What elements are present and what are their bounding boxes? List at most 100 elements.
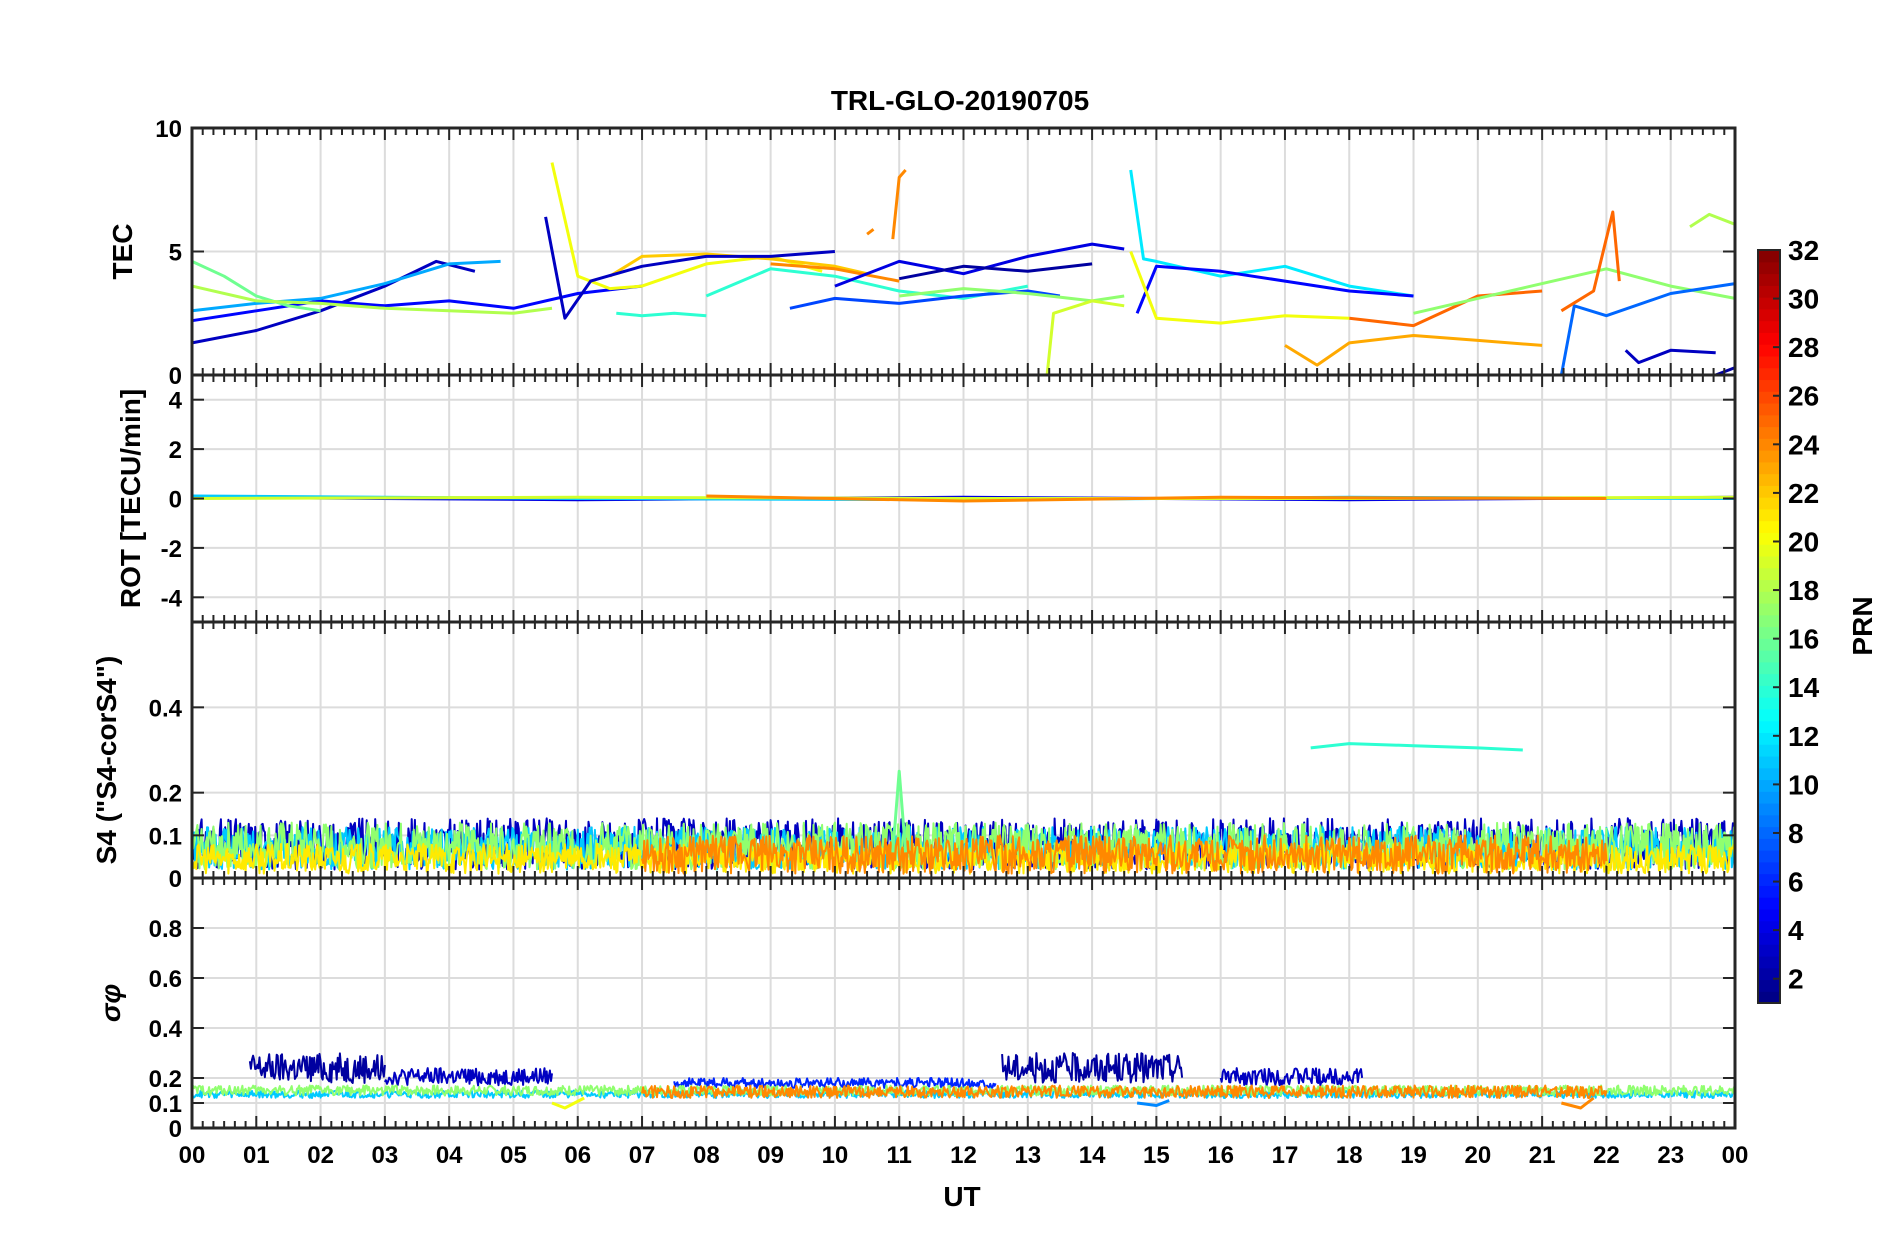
series-prn-2 [1001, 1052, 1184, 1084]
x-tick-label: 12 [950, 1142, 977, 1169]
colorbar-swatch [1758, 732, 1780, 745]
x-tick-label: 07 [629, 1142, 656, 1169]
y-tick-label: 0.2 [149, 1066, 182, 1093]
x-tick-label: 17 [1272, 1142, 1299, 1169]
colorbar-swatch [1758, 285, 1780, 298]
colorbar-swatch [1758, 379, 1780, 392]
y-tick-label: 10 [155, 116, 182, 143]
series-prn-3 [1624, 348, 1716, 365]
colorbar-swatch [1758, 826, 1780, 839]
x-tick-label: 18 [1336, 1142, 1363, 1169]
colorbar-swatch [1758, 367, 1780, 381]
y-tick-label: 4 [169, 388, 183, 415]
colorbar-swatch [1758, 426, 1780, 439]
series-prn-18 [1689, 212, 1736, 229]
x-tick-label: 04 [436, 1142, 463, 1169]
colorbar-swatch [1758, 897, 1780, 910]
colorbar-swatch [1758, 791, 1780, 804]
colorbar-swatch [1758, 685, 1780, 698]
colorbar-swatch [1758, 802, 1780, 816]
x-tick-label: 06 [564, 1142, 591, 1169]
x-tick-label: 22 [1593, 1142, 1620, 1169]
colorbar-swatch [1758, 485, 1780, 498]
colorbar-swatch [1758, 920, 1780, 934]
colorbar-swatch [1758, 626, 1780, 639]
colorbar-swatch [1758, 955, 1780, 969]
colorbar-swatch [1758, 697, 1780, 710]
series-prn-6 [673, 1077, 997, 1089]
series-prn-7 [789, 289, 1061, 310]
colorbar-swatch [1758, 320, 1780, 333]
colorbar-swatch [1758, 297, 1780, 310]
x-tick-label: 08 [693, 1142, 720, 1169]
colorbar-swatch [1758, 261, 1780, 275]
colorbar-tick-label: 10 [1788, 769, 1819, 800]
colorbar-swatch [1758, 602, 1780, 616]
series-prn-14 [616, 311, 707, 318]
colorbar-swatch [1758, 720, 1780, 733]
colorbar-swatch [1758, 838, 1780, 851]
colorbar-swatch [1758, 332, 1780, 345]
panel-s4: 0 0.1 0.2 0.4 S4 ("S4-corS4") [91, 620, 1737, 893]
y-tick-label: 0.8 [149, 916, 182, 943]
colorbar-swatch [1758, 744, 1780, 757]
y-tick-label: 0.2 [149, 781, 182, 808]
colorbar-swatch [1758, 638, 1780, 651]
series-prn-3 [191, 259, 476, 345]
colorbar-swatch [1758, 591, 1780, 604]
colorbar-tick-label: 32 [1788, 235, 1819, 266]
colorbar-tick-label: 26 [1788, 381, 1819, 412]
colorbar-swatch [1758, 555, 1780, 569]
series-prn-16 [891, 769, 908, 853]
colorbar-swatch [1758, 520, 1780, 533]
x-tick-label: 14 [1079, 1142, 1106, 1169]
series-prn-24 [641, 1084, 1608, 1099]
colorbar-tick-label: 6 [1788, 867, 1804, 898]
colorbar-tick-label: 8 [1788, 818, 1804, 849]
series-prn-5 [1135, 264, 1414, 314]
series-prn-16 [191, 260, 321, 313]
series-prn-24 [641, 834, 1608, 875]
colorbar-swatch [1758, 979, 1780, 992]
y-tick-label: 0.1 [149, 1091, 182, 1118]
colorbar-swatch [1758, 873, 1780, 886]
y-tick-label: 0 [169, 487, 182, 514]
series-prn-5 [191, 284, 643, 323]
y-tick-label: 0.1 [149, 823, 182, 850]
series-prn-20 [1129, 250, 1350, 325]
x-tick-label: 21 [1529, 1142, 1556, 1169]
x-tick-label: 01 [243, 1142, 270, 1169]
y-tick-label: 2 [169, 437, 182, 464]
colorbar-swatch [1758, 250, 1780, 263]
x-tick-label: 15 [1143, 1142, 1170, 1169]
x-tick-label: 23 [1657, 1142, 1684, 1169]
colorbar-tick-label: 20 [1788, 526, 1819, 557]
colorbar-swatch [1758, 450, 1780, 463]
y-tick-label: 0 [169, 866, 182, 893]
x-tick-label: 13 [1014, 1142, 1041, 1169]
colorbar-label: PRN [1847, 596, 1878, 655]
x-tick-label: 20 [1464, 1142, 1491, 1169]
colorbar-tick-label: 14 [1788, 672, 1820, 703]
series-prn-9 [1136, 1099, 1170, 1107]
series-prn-3 [544, 216, 836, 320]
series-prn-24 [891, 169, 907, 240]
colorbar-swatch [1758, 650, 1780, 663]
colorbar-swatch [1758, 708, 1780, 722]
series-prn-23 [1284, 334, 1543, 367]
chart-title: TRL-GLO-20190705 [831, 85, 1089, 116]
series-prn-24 [706, 494, 1607, 503]
series-prn-25 [1349, 289, 1543, 328]
colorbar-swatch [1758, 567, 1780, 581]
colorbar-swatch [1758, 673, 1780, 686]
series-prn-11 [191, 825, 1736, 871]
y-axis-label: TEC [107, 224, 138, 280]
colorbar-swatch [1758, 497, 1780, 510]
colorbar-swatch [1758, 473, 1780, 486]
series-prn-24 [770, 262, 900, 283]
colorbar-swatch [1758, 414, 1780, 428]
x-tick-label: 11 [887, 1142, 912, 1169]
colorbar-swatch [1758, 967, 1780, 981]
series-prn-17 [1413, 267, 1736, 315]
